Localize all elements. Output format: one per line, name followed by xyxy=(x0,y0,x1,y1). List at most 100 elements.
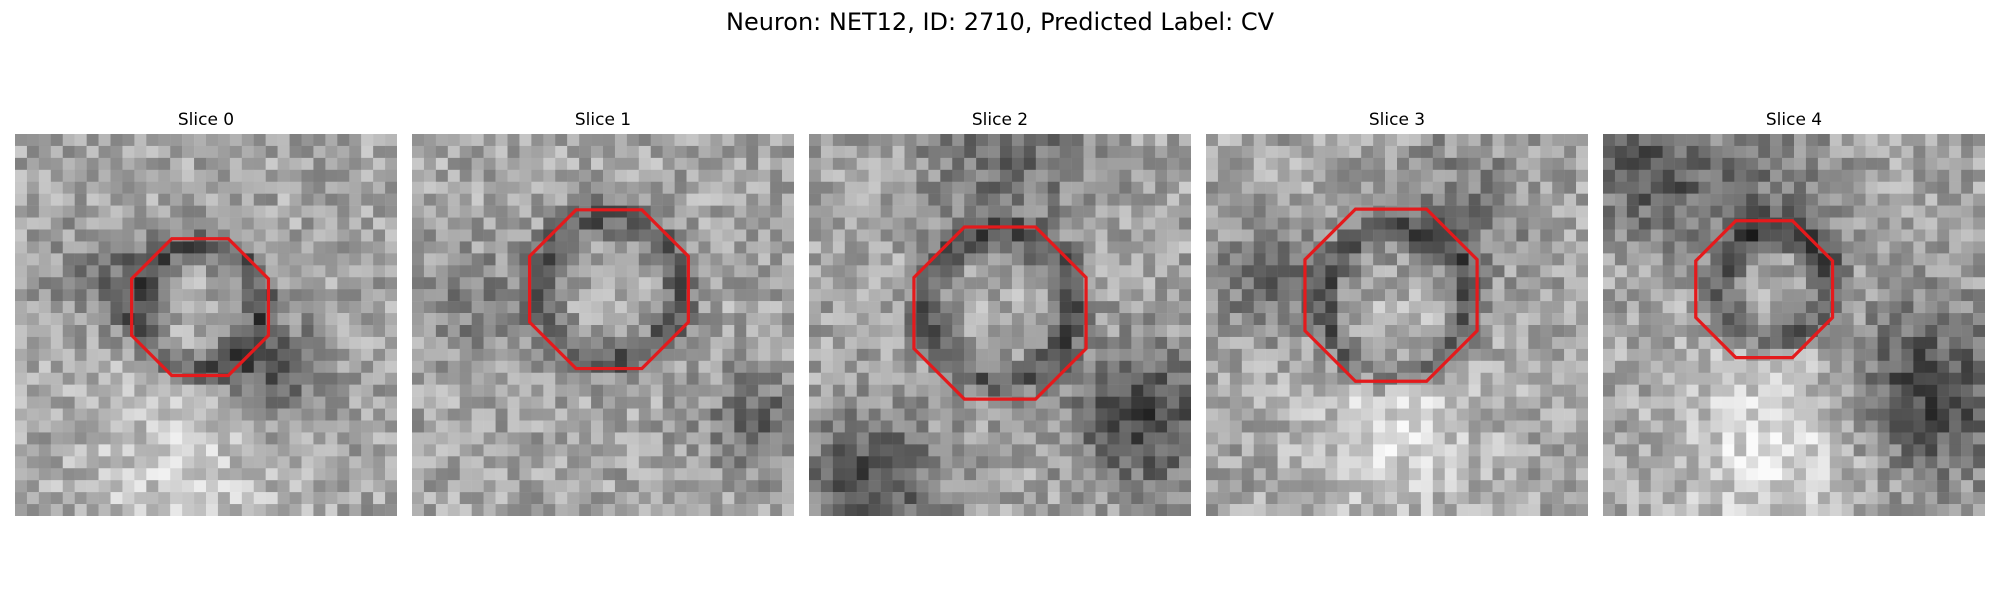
pixel xyxy=(301,396,314,409)
pixel xyxy=(1698,265,1711,278)
pixel xyxy=(844,301,857,314)
pixel xyxy=(483,456,496,469)
pixel xyxy=(734,181,747,194)
pixel xyxy=(916,181,929,194)
pixel xyxy=(1853,265,1866,278)
pixel xyxy=(904,229,917,242)
pixel xyxy=(626,384,640,397)
pixel xyxy=(1397,325,1410,338)
pixel xyxy=(1841,336,1854,350)
pixel xyxy=(1313,408,1326,421)
pixel xyxy=(1047,181,1060,194)
pixel xyxy=(770,145,783,159)
pixel xyxy=(301,181,314,194)
pixel xyxy=(988,301,1001,314)
pixel xyxy=(758,396,771,409)
pixel xyxy=(952,169,965,182)
pixel xyxy=(1758,348,1771,362)
pixel xyxy=(832,193,846,206)
pixel xyxy=(277,480,290,493)
pixel xyxy=(1504,277,1517,290)
pixel xyxy=(241,408,254,421)
pixel xyxy=(423,492,437,505)
pixel xyxy=(976,468,989,481)
pixel xyxy=(361,372,374,385)
pixel xyxy=(423,372,437,385)
pixel xyxy=(1361,348,1374,362)
pixel xyxy=(122,336,135,350)
pixel xyxy=(1131,408,1144,421)
pixel xyxy=(1614,193,1628,206)
pixel xyxy=(1035,325,1048,338)
pixel xyxy=(62,145,75,159)
pixel xyxy=(1961,348,1974,362)
pixel xyxy=(1083,420,1096,433)
pixel xyxy=(964,348,977,362)
pixel xyxy=(976,432,989,445)
pixel xyxy=(952,289,965,302)
pixel xyxy=(650,301,663,314)
pixel xyxy=(1000,169,1013,182)
pixel xyxy=(1805,265,1819,278)
pixel xyxy=(1877,253,1890,266)
pixel xyxy=(1385,444,1398,457)
pixel xyxy=(686,241,699,254)
pixel xyxy=(928,277,941,290)
pixel xyxy=(1444,444,1457,457)
pixel xyxy=(412,241,425,254)
pixel xyxy=(412,193,425,206)
pixel xyxy=(337,396,350,409)
pixel xyxy=(988,169,1001,182)
pixel xyxy=(662,432,675,445)
pixel xyxy=(1385,432,1398,445)
pixel xyxy=(1817,181,1831,194)
pixel xyxy=(543,360,556,373)
pixel xyxy=(1155,420,1168,433)
pixel xyxy=(746,396,759,409)
pixel xyxy=(1722,169,1735,182)
pixel xyxy=(820,348,834,362)
pixel xyxy=(746,301,759,314)
pixel xyxy=(1552,169,1565,182)
pixel xyxy=(1301,396,1314,409)
pixel xyxy=(86,456,99,469)
pixel xyxy=(447,420,460,433)
pixel xyxy=(217,325,231,338)
pixel xyxy=(1119,348,1132,362)
pixel xyxy=(1167,217,1180,230)
pixel xyxy=(1552,181,1565,194)
pixel xyxy=(1794,396,1807,409)
pixel xyxy=(1241,432,1254,445)
pixel xyxy=(1313,265,1326,278)
pixel xyxy=(146,408,159,421)
pixel xyxy=(758,360,771,373)
pixel xyxy=(1047,348,1060,362)
pixel xyxy=(1179,444,1191,457)
pixel xyxy=(1901,420,1914,433)
pixel xyxy=(253,492,266,505)
pixel xyxy=(423,301,437,314)
pixel xyxy=(373,480,386,493)
pixel xyxy=(1949,408,1962,421)
pixel xyxy=(1564,360,1577,373)
pixel xyxy=(1722,384,1735,397)
pixel xyxy=(1325,169,1338,182)
pixel xyxy=(1492,468,1505,481)
pixel xyxy=(182,348,195,362)
pixel xyxy=(1841,157,1854,171)
pixel xyxy=(1805,444,1819,457)
pixel xyxy=(1504,444,1517,457)
pixel xyxy=(1540,348,1553,362)
pixel xyxy=(1937,229,1950,242)
pixel xyxy=(412,277,425,290)
pixel xyxy=(1949,313,1962,326)
pixel xyxy=(1095,157,1108,171)
pixel xyxy=(1674,265,1687,278)
pixel xyxy=(98,480,111,493)
pixel xyxy=(1095,504,1108,516)
pixel xyxy=(194,396,207,409)
pixel xyxy=(1865,205,1878,218)
pixel xyxy=(1492,480,1505,493)
pixel xyxy=(1516,504,1529,516)
pixel xyxy=(1805,396,1819,409)
